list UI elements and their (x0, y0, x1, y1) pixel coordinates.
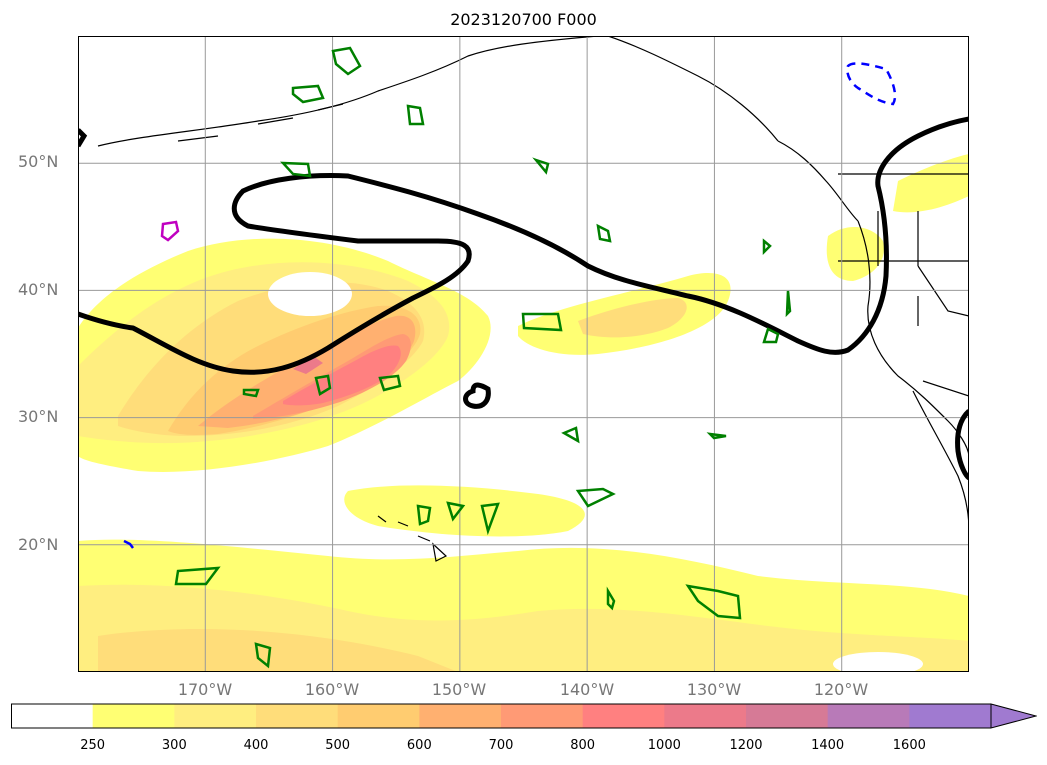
green-20 (762, 327, 780, 344)
green-contours (174, 46, 792, 669)
fill-hole-se (833, 652, 923, 672)
border-states (838, 211, 969, 326)
green-17 (685, 584, 742, 620)
hawaii (377, 515, 448, 562)
lon-label-140w: 140°W (559, 680, 615, 699)
main-contour-line (78, 116, 969, 375)
green-12 (575, 487, 616, 508)
map-border (78, 36, 969, 672)
green-22 (762, 238, 772, 256)
fill-1200 (293, 356, 323, 374)
green-1 (331, 46, 362, 76)
fill-hole (268, 272, 352, 316)
green-2 (291, 84, 325, 104)
baja-coast (912, 390, 969, 532)
colorbar-segment-0 (11, 704, 94, 728)
colorbar-segment-8 (664, 704, 747, 728)
colorbar-tick-label: 1400 (811, 738, 845, 753)
gridlines (78, 36, 969, 672)
green-6 (596, 223, 612, 243)
colorbar-tick-label: 500 (325, 738, 351, 753)
green-16 (174, 566, 221, 586)
green-18 (606, 586, 616, 611)
magenta-contours (160, 220, 180, 242)
lat-label-50: 50°N (18, 152, 59, 171)
colorbar-tick-label: 700 (488, 738, 514, 753)
green-3 (406, 104, 425, 126)
colorbar-tick-label: 300 (161, 738, 187, 753)
magenta-1 (160, 220, 180, 242)
colorbar-segment-9 (746, 704, 829, 728)
blue-contours (123, 62, 897, 549)
green-23 (785, 290, 792, 318)
lon-label-150w: 150°W (431, 680, 487, 699)
green-11 (561, 426, 580, 444)
colorbar-segment-1 (92, 704, 175, 728)
green-9 (378, 374, 402, 392)
green-10 (242, 388, 260, 398)
colorbar-tick-label: 1600 (892, 738, 926, 753)
green-4 (280, 161, 312, 178)
main-contour-edge-w (78, 128, 88, 148)
green-5 (532, 157, 550, 175)
lon-label-170w: 170°W (177, 680, 233, 699)
colorbar-tick-label: 1200 (729, 738, 763, 753)
green-19 (254, 642, 272, 669)
colorbar-extend-arrow (990, 703, 1037, 729)
colorbar-tick-label: 600 (406, 738, 432, 753)
colorbar-segment-11 (909, 704, 992, 728)
bc-coast (777, 140, 859, 222)
green-8 (314, 374, 332, 396)
colorbar-tick-label: 1000 (647, 738, 681, 753)
colorbar-outline (11, 703, 991, 729)
fill-central-inner (578, 298, 687, 338)
main-contour-edge-e (955, 409, 969, 481)
green-21 (706, 432, 727, 440)
us-west-coast (857, 220, 969, 457)
colorbar-segment-2 (174, 704, 257, 728)
green-15 (480, 502, 500, 536)
green-14 (446, 501, 466, 522)
colorbar-segment-5 (419, 704, 502, 728)
colorbar-tick-label: 250 (80, 738, 106, 753)
colorbar-tick-label: 400 (243, 738, 269, 753)
lon-label-130w: 130°W (686, 680, 742, 699)
lon-label-120w: 120°W (813, 680, 869, 699)
lat-label-20: 20°N (18, 535, 59, 554)
fill-1000 (283, 345, 401, 406)
alaska-coast (97, 36, 599, 147)
filled-field (78, 154, 969, 672)
coastlines (97, 36, 969, 562)
colorbar-segment-10 (827, 704, 910, 728)
map-frame[interactable] (78, 36, 969, 672)
colorbar-segment-3 (256, 704, 339, 728)
alaska-coast-2 (607, 36, 779, 142)
border-us-mexico (922, 380, 969, 397)
aleutians (177, 103, 344, 142)
colorbar-segment-6 (501, 704, 584, 728)
colorbar (11, 703, 1037, 729)
colorbar-tick-label: 800 (570, 738, 596, 753)
lat-label-30: 30°N (18, 407, 59, 426)
blue-small (123, 539, 134, 549)
colorbar-segment-4 (337, 704, 420, 728)
lon-label-160w: 160°W (304, 680, 360, 699)
fill-south-3 (98, 628, 458, 672)
green-7 (521, 312, 563, 332)
green-13 (416, 504, 432, 526)
fill-ne (893, 154, 969, 213)
lat-label-40: 40°N (18, 280, 59, 299)
fill-tropic-mid (344, 485, 585, 537)
main-contour (78, 116, 969, 481)
blue-dashed (846, 62, 897, 106)
fill-westcoast (826, 226, 884, 281)
map-title: 2023120700 F000 (450, 10, 597, 29)
main-contour-ring (463, 382, 491, 409)
colorbar-segment-7 (582, 704, 665, 728)
